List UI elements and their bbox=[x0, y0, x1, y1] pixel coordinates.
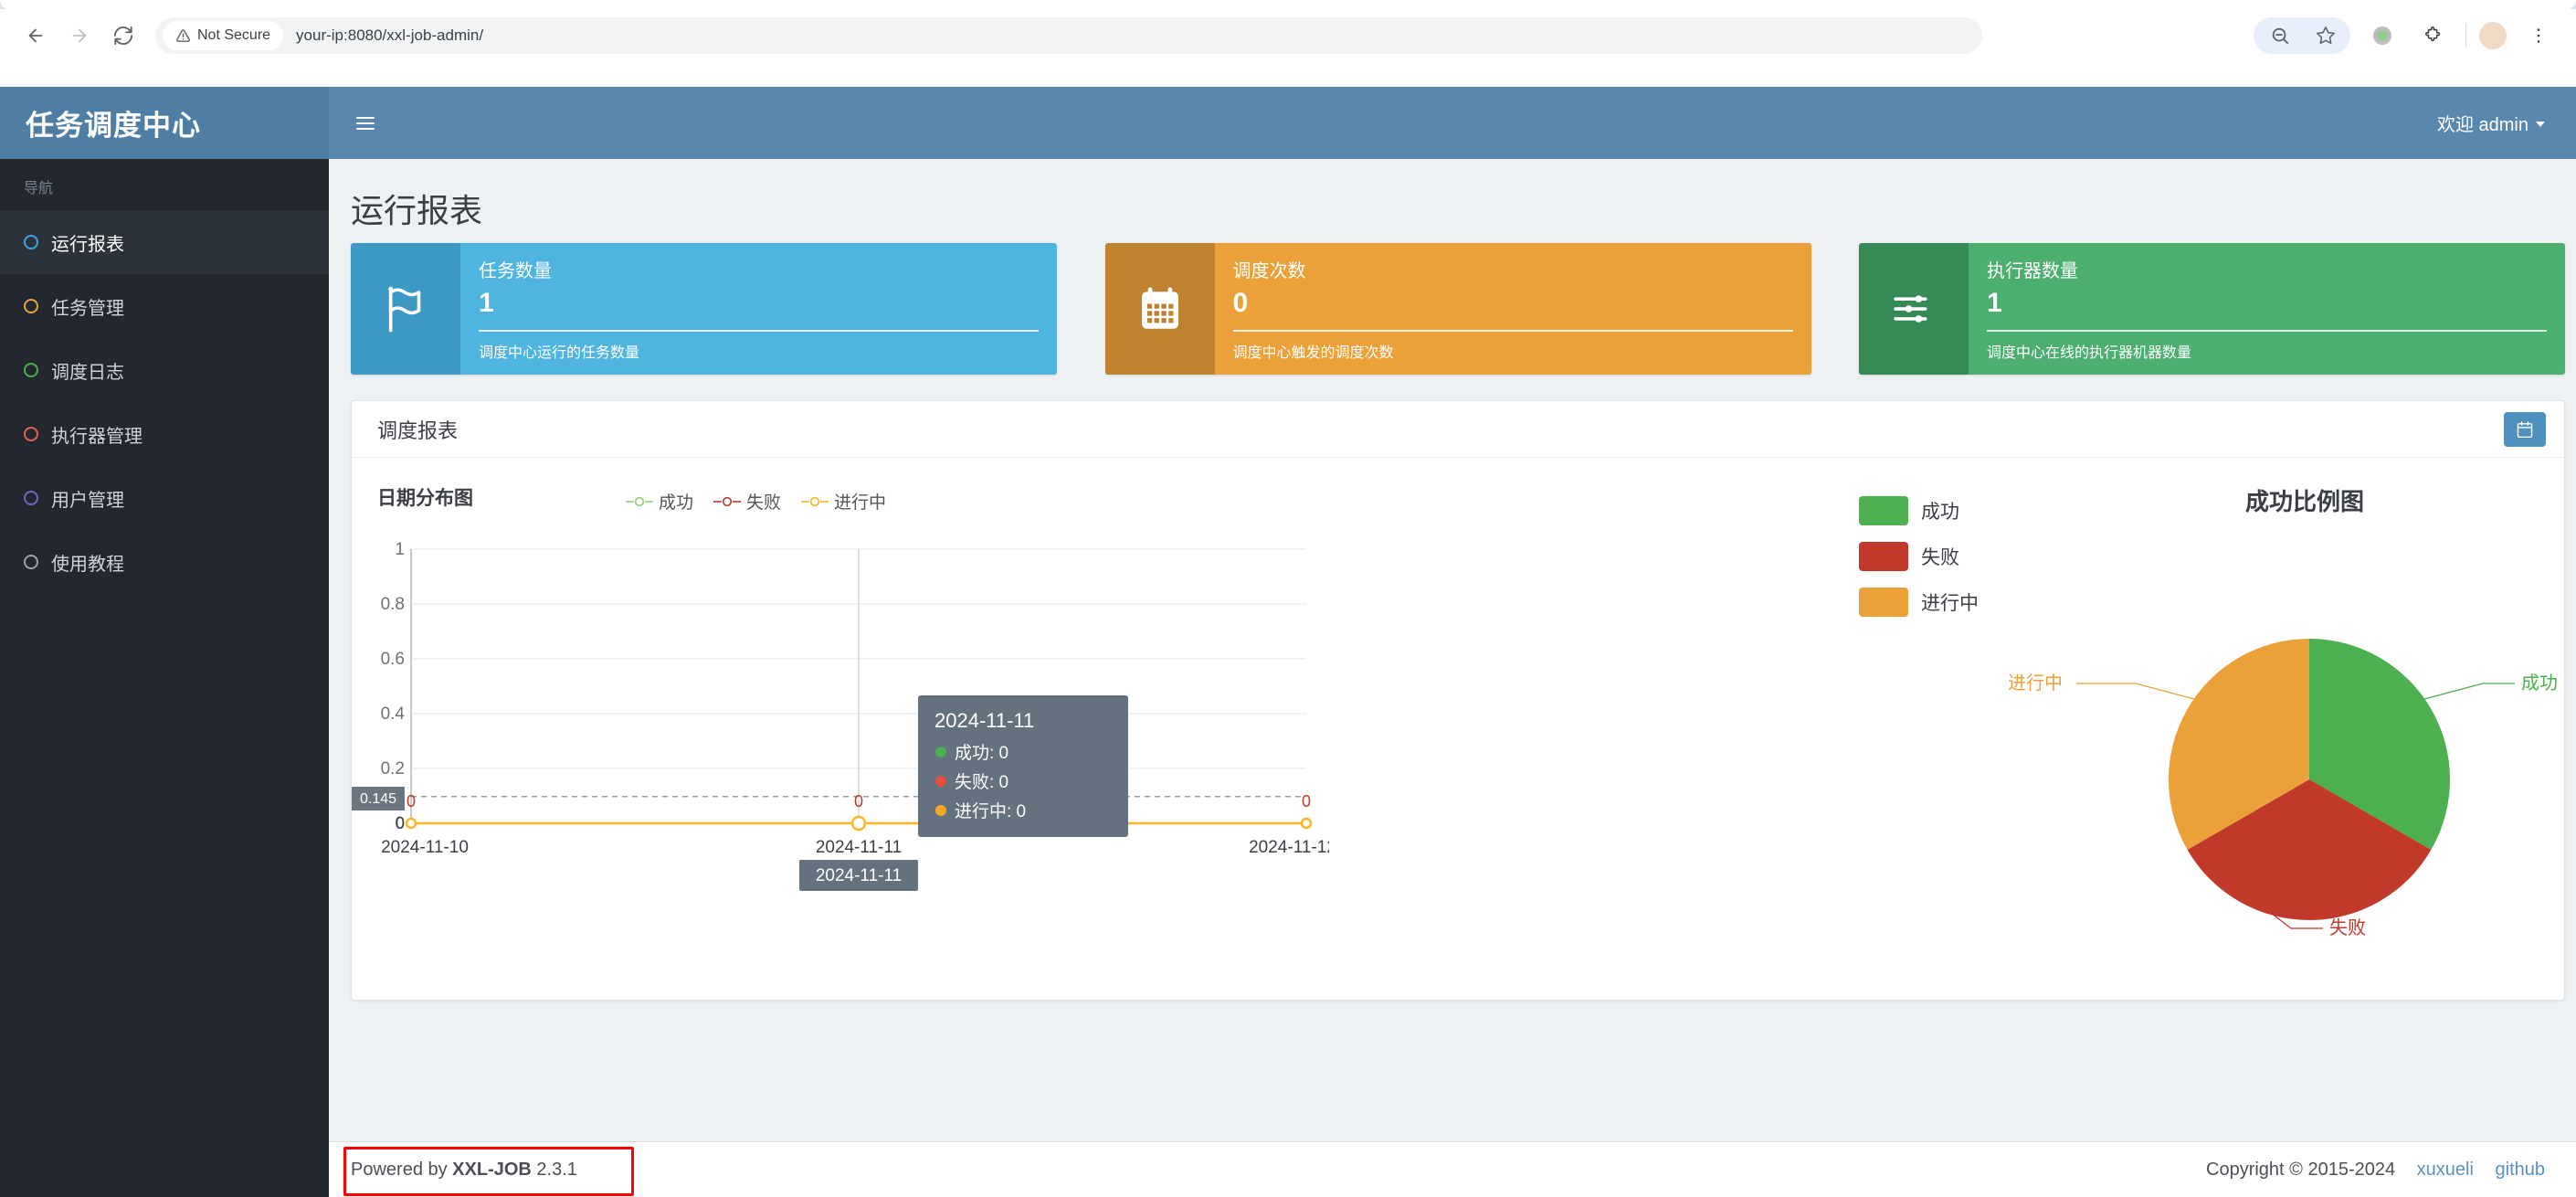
svg-text:0: 0 bbox=[1302, 792, 1311, 810]
svg-text:失败: 失败 bbox=[2329, 917, 2366, 938]
svg-text:失败: 0: 失败: 0 bbox=[955, 772, 1008, 792]
svg-text:2024-11-11: 2024-11-11 bbox=[816, 838, 902, 857]
svg-text:0: 0 bbox=[406, 792, 416, 810]
svg-text:0.6: 0.6 bbox=[381, 650, 405, 669]
svg-text:0: 0 bbox=[396, 814, 405, 832]
svg-text:2024-11-12: 2024-11-12 bbox=[1249, 838, 1329, 857]
svg-text:0: 0 bbox=[854, 792, 863, 810]
svg-text:0.8: 0.8 bbox=[381, 595, 405, 614]
svg-text:进行中: 0: 进行中: 0 bbox=[955, 801, 1026, 821]
svg-text:0.2: 0.2 bbox=[381, 759, 405, 779]
svg-text:1: 1 bbox=[395, 540, 405, 559]
svg-text:成功: 0: 成功: 0 bbox=[955, 743, 1008, 763]
svg-text:0.145: 0.145 bbox=[360, 791, 396, 807]
svg-text:2024-11-11: 2024-11-11 bbox=[934, 709, 1034, 732]
svg-text:2024-11-10: 2024-11-10 bbox=[381, 838, 469, 857]
svg-text:进行中: 进行中 bbox=[2008, 673, 2063, 694]
svg-text:2024-11-11: 2024-11-11 bbox=[816, 866, 902, 885]
svg-text:成功: 成功 bbox=[2521, 673, 2558, 694]
svg-text:0.4: 0.4 bbox=[381, 704, 406, 724]
